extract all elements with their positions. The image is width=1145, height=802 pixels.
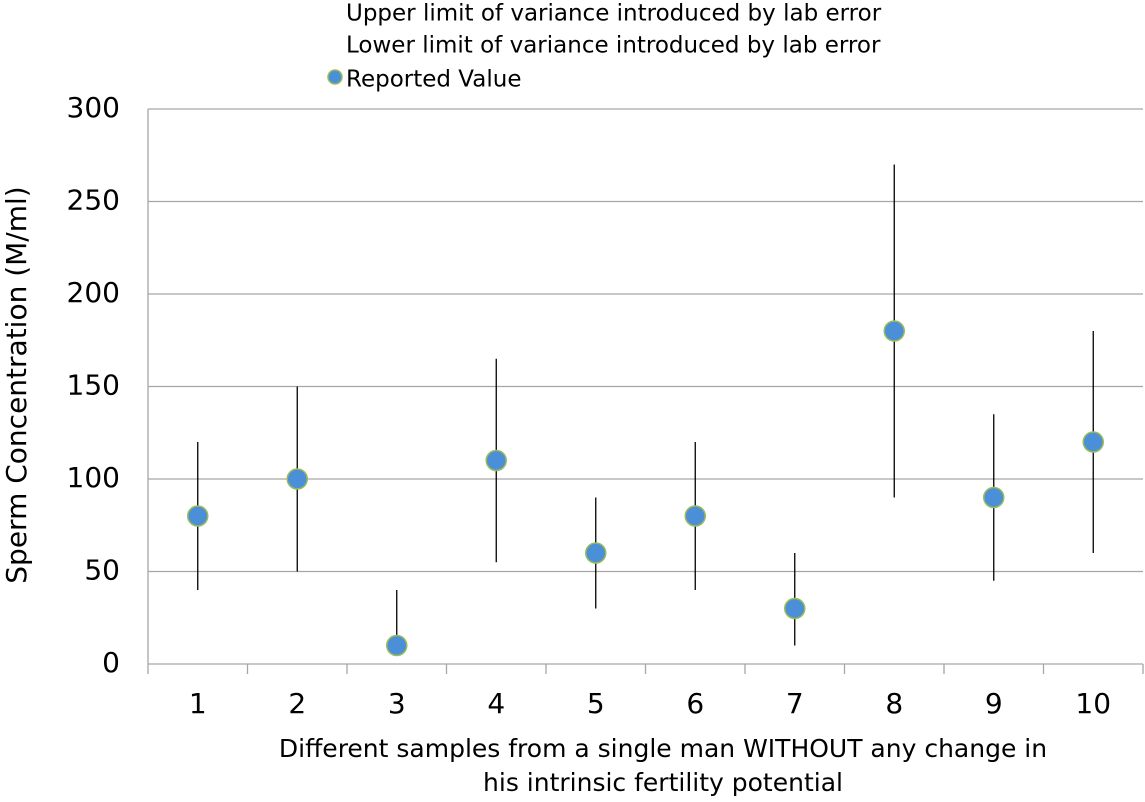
point bbox=[386, 634, 408, 657]
x-tick-label: 10 bbox=[1075, 687, 1111, 720]
x-tick-label: 9 bbox=[985, 687, 1003, 720]
legend-label: Lower limit of variance introduced by la… bbox=[346, 33, 881, 59]
y-axis-title: Sperm Concentration (M/ml) bbox=[0, 186, 33, 583]
x-tick-label: 3 bbox=[388, 687, 406, 720]
y-tick-label: 50 bbox=[84, 554, 120, 587]
y-tick-label: 250 bbox=[67, 184, 120, 217]
point bbox=[883, 320, 905, 342]
y-tick-label: 150 bbox=[67, 369, 120, 402]
x-tick-label: 6 bbox=[686, 687, 704, 720]
x-axis-title: Different samples from a single man WITH… bbox=[279, 734, 1047, 763]
x-tick-label: 7 bbox=[786, 687, 804, 720]
point bbox=[485, 449, 507, 472]
y-tick-label: 0 bbox=[102, 646, 120, 679]
point bbox=[286, 468, 308, 490]
x-tick-label: 8 bbox=[885, 687, 903, 720]
x-tick-label: 4 bbox=[487, 687, 505, 720]
x-tick-label: 1 bbox=[189, 687, 207, 720]
x-axis-title: his intrinsic fertility potential bbox=[483, 768, 843, 797]
point bbox=[187, 505, 209, 527]
y-tick-label: 300 bbox=[67, 91, 120, 124]
x-tick-label: 2 bbox=[288, 687, 306, 720]
y-tick-label: 200 bbox=[67, 276, 120, 309]
legend-label: Upper limit of variance introduced by la… bbox=[346, 1, 882, 27]
point bbox=[1082, 431, 1104, 453]
legend-marker bbox=[327, 69, 343, 85]
point bbox=[684, 505, 706, 527]
point bbox=[784, 597, 806, 620]
point bbox=[983, 486, 1005, 509]
legend-label: Reported Value bbox=[346, 67, 521, 93]
y-tick-label: 100 bbox=[67, 461, 120, 494]
point bbox=[585, 542, 607, 564]
x-tick-label: 5 bbox=[587, 687, 605, 720]
